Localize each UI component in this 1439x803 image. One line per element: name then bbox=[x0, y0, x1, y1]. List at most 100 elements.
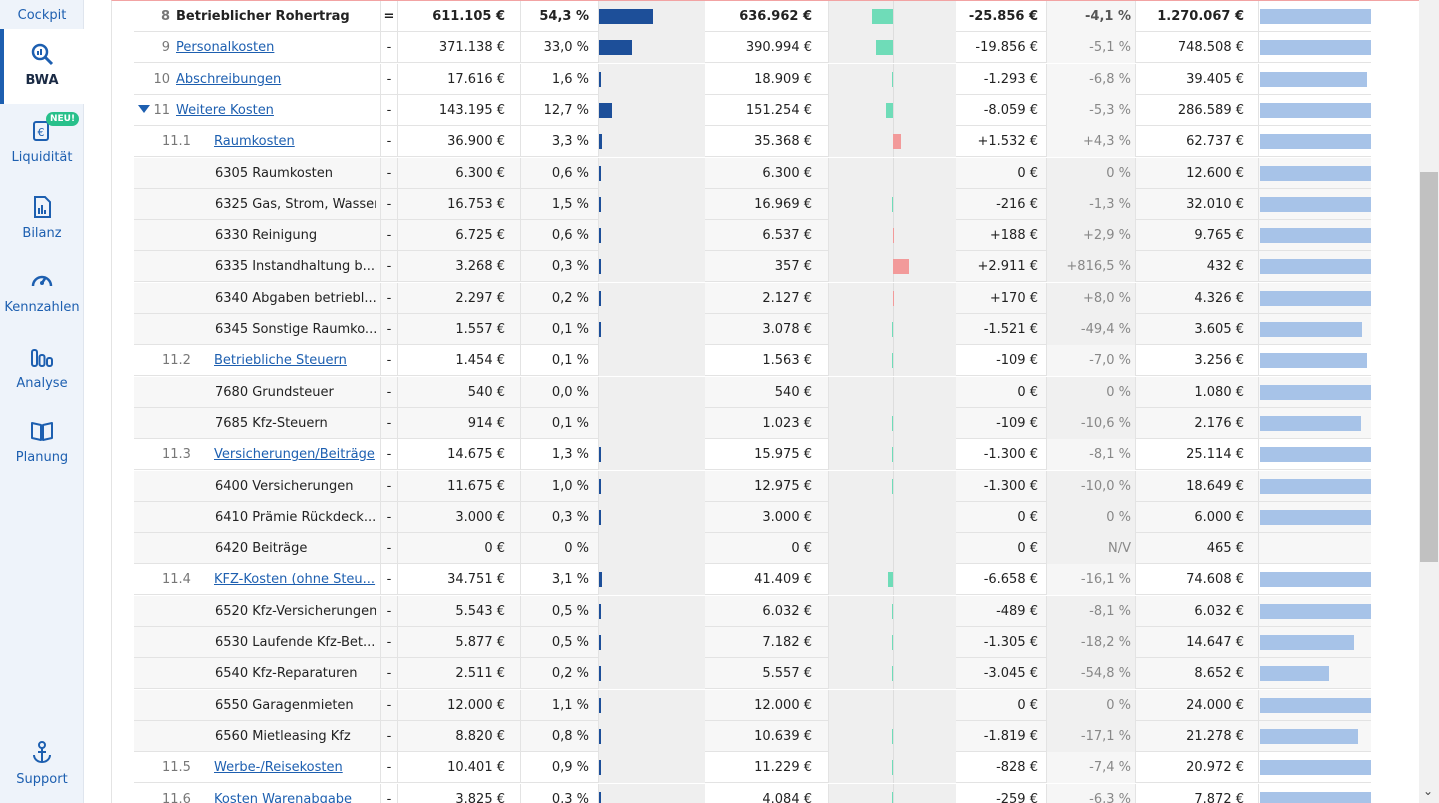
table-row: 6420 Beiträge - 0 € 0 % 0 € 0 € N/V 465 € bbox=[134, 533, 1371, 565]
column-divider bbox=[1135, 376, 1136, 408]
column-divider bbox=[598, 439, 599, 471]
share-bar-track bbox=[599, 407, 705, 439]
actual-value: 2.511 € bbox=[455, 666, 505, 682]
operator: - bbox=[386, 603, 392, 619]
position-label[interactable]: Personalkosten bbox=[176, 40, 275, 56]
column-divider bbox=[598, 470, 599, 502]
column-divider bbox=[1135, 470, 1136, 502]
column-divider bbox=[828, 157, 829, 189]
position-label: Betrieblicher Rohertrag bbox=[176, 9, 350, 24]
share-bar-track bbox=[599, 627, 705, 658]
position-label[interactable]: Versicherungen/Beiträge bbox=[214, 447, 375, 463]
sidebar-item-bilanz[interactable]: Bilanz bbox=[0, 188, 84, 254]
column-divider bbox=[1135, 32, 1136, 64]
sidebar-item-support[interactable]: Support bbox=[0, 736, 84, 796]
position-label[interactable]: Raumkosten bbox=[214, 134, 295, 150]
previous-value: 636.962 € bbox=[739, 9, 812, 24]
row-number bbox=[134, 189, 176, 220]
share-bar-track bbox=[599, 220, 705, 252]
operator: - bbox=[386, 40, 392, 56]
position-label[interactable]: Abschreibungen bbox=[176, 71, 282, 87]
svg-text:€: € bbox=[38, 126, 45, 139]
column-divider bbox=[1135, 63, 1136, 95]
row-number bbox=[134, 690, 176, 721]
difference-percent: 0 % bbox=[1106, 165, 1131, 181]
row-number bbox=[134, 158, 176, 189]
share-bar bbox=[599, 635, 601, 650]
column-divider bbox=[1258, 595, 1259, 627]
scroll-down-icon[interactable]: ⌄ bbox=[1423, 784, 1434, 798]
total-bar bbox=[1260, 259, 1371, 275]
column-divider bbox=[1258, 720, 1259, 752]
operator: - bbox=[386, 509, 392, 525]
actual-value: 143.195 € bbox=[438, 102, 505, 118]
column-divider bbox=[520, 689, 521, 721]
actual-value: 6.725 € bbox=[455, 228, 505, 244]
share-bar-track bbox=[599, 595, 705, 627]
operator: - bbox=[386, 259, 392, 275]
total-value: 1.080 € bbox=[1194, 384, 1244, 400]
column-divider bbox=[828, 627, 829, 658]
difference-value: 0 € bbox=[1017, 541, 1038, 557]
difference-value: -19.856 € bbox=[975, 40, 1038, 56]
column-divider bbox=[598, 314, 599, 345]
actual-percent: 3,3 % bbox=[551, 134, 589, 150]
column-divider bbox=[1135, 752, 1136, 784]
difference-percent: -8,1 % bbox=[1089, 603, 1131, 619]
actual-value: 0 € bbox=[484, 541, 505, 557]
sidebar-item-liquiditaet[interactable]: € NEU! Liquidität bbox=[0, 112, 84, 178]
vertical-scrollbar[interactable]: ⌄ bbox=[1419, 0, 1439, 803]
column-divider bbox=[397, 689, 398, 721]
column-divider bbox=[520, 470, 521, 502]
position-label[interactable]: Kosten Warenabgabe bbox=[214, 791, 353, 803]
table-row: 6400 Versicherungen - 11.675 € 1,0 % 12.975 … bbox=[134, 470, 1371, 502]
scroll-thumb[interactable] bbox=[1420, 172, 1438, 562]
sidebar-item-planung[interactable]: Planung bbox=[0, 412, 84, 478]
column-divider bbox=[1258, 470, 1259, 502]
column-divider bbox=[1046, 188, 1047, 220]
account-label: 7680 Grundsteuer bbox=[215, 384, 334, 400]
column-divider bbox=[520, 533, 521, 565]
column-divider bbox=[1046, 533, 1047, 565]
sidebar-item-analyse[interactable]: Analyse bbox=[0, 338, 84, 404]
diff-percent-cell bbox=[1047, 595, 1135, 627]
sidebar-item-label: Bilanz bbox=[22, 226, 62, 241]
position-label[interactable]: Weitere Kosten bbox=[176, 102, 274, 118]
column-divider bbox=[397, 407, 398, 439]
sidebar-item-bwa[interactable]: BWA bbox=[0, 29, 84, 104]
account-label: 6530 Laufende Kfz-Bet... bbox=[215, 635, 376, 650]
expand-collapse-icon[interactable] bbox=[138, 104, 150, 113]
column-divider bbox=[520, 407, 521, 439]
table-row: 6560 Mietleasing Kfz - 8.820 € 0,8 % 10.639 … bbox=[134, 720, 1371, 752]
actual-value: 1.557 € bbox=[455, 322, 505, 337]
sidebar-item-cockpit[interactable]: Cockpit bbox=[0, 0, 84, 28]
diff-bar-baseline bbox=[893, 439, 894, 471]
position-label[interactable]: KFZ-Kosten (ohne Steu... bbox=[214, 572, 376, 588]
difference-percent: -4,1 % bbox=[1085, 9, 1131, 24]
total-value: 6.000 € bbox=[1194, 509, 1244, 525]
column-divider bbox=[828, 1, 829, 32]
table-row: 6520 Kfz-Versicherungen - 5.543 € 0,5 % 6.03… bbox=[134, 595, 1371, 627]
total-bar bbox=[1260, 791, 1371, 803]
position-label[interactable]: Betriebliche Steuern bbox=[214, 353, 347, 369]
share-bar bbox=[599, 509, 601, 525]
row-number: 11 bbox=[153, 102, 170, 118]
operator: - bbox=[386, 196, 392, 212]
row-number bbox=[134, 658, 176, 689]
actual-percent: 1,0 % bbox=[551, 478, 589, 494]
actual-value: 1.454 € bbox=[455, 353, 505, 369]
total-value: 2.176 € bbox=[1194, 415, 1244, 431]
share-bar-track bbox=[599, 188, 705, 220]
table-row: 6340 Abgaben betriebl... - 2.297 € 0,2 % 2.1… bbox=[134, 282, 1371, 314]
difference-value: -489 € bbox=[996, 603, 1038, 619]
column-divider bbox=[397, 470, 398, 502]
diff-percent-cell bbox=[1047, 220, 1135, 252]
difference-percent: -8,1 % bbox=[1089, 447, 1131, 463]
sidebar-item-kennzahlen[interactable]: Kennzahlen bbox=[0, 262, 84, 328]
position-label[interactable]: Werbe-/Reisekosten bbox=[214, 760, 343, 776]
actual-value: 6.300 € bbox=[455, 165, 505, 181]
column-divider bbox=[828, 470, 829, 502]
difference-value: -6.658 € bbox=[983, 572, 1038, 588]
column-divider bbox=[1046, 376, 1047, 408]
diff-percent-cell bbox=[1047, 345, 1135, 377]
